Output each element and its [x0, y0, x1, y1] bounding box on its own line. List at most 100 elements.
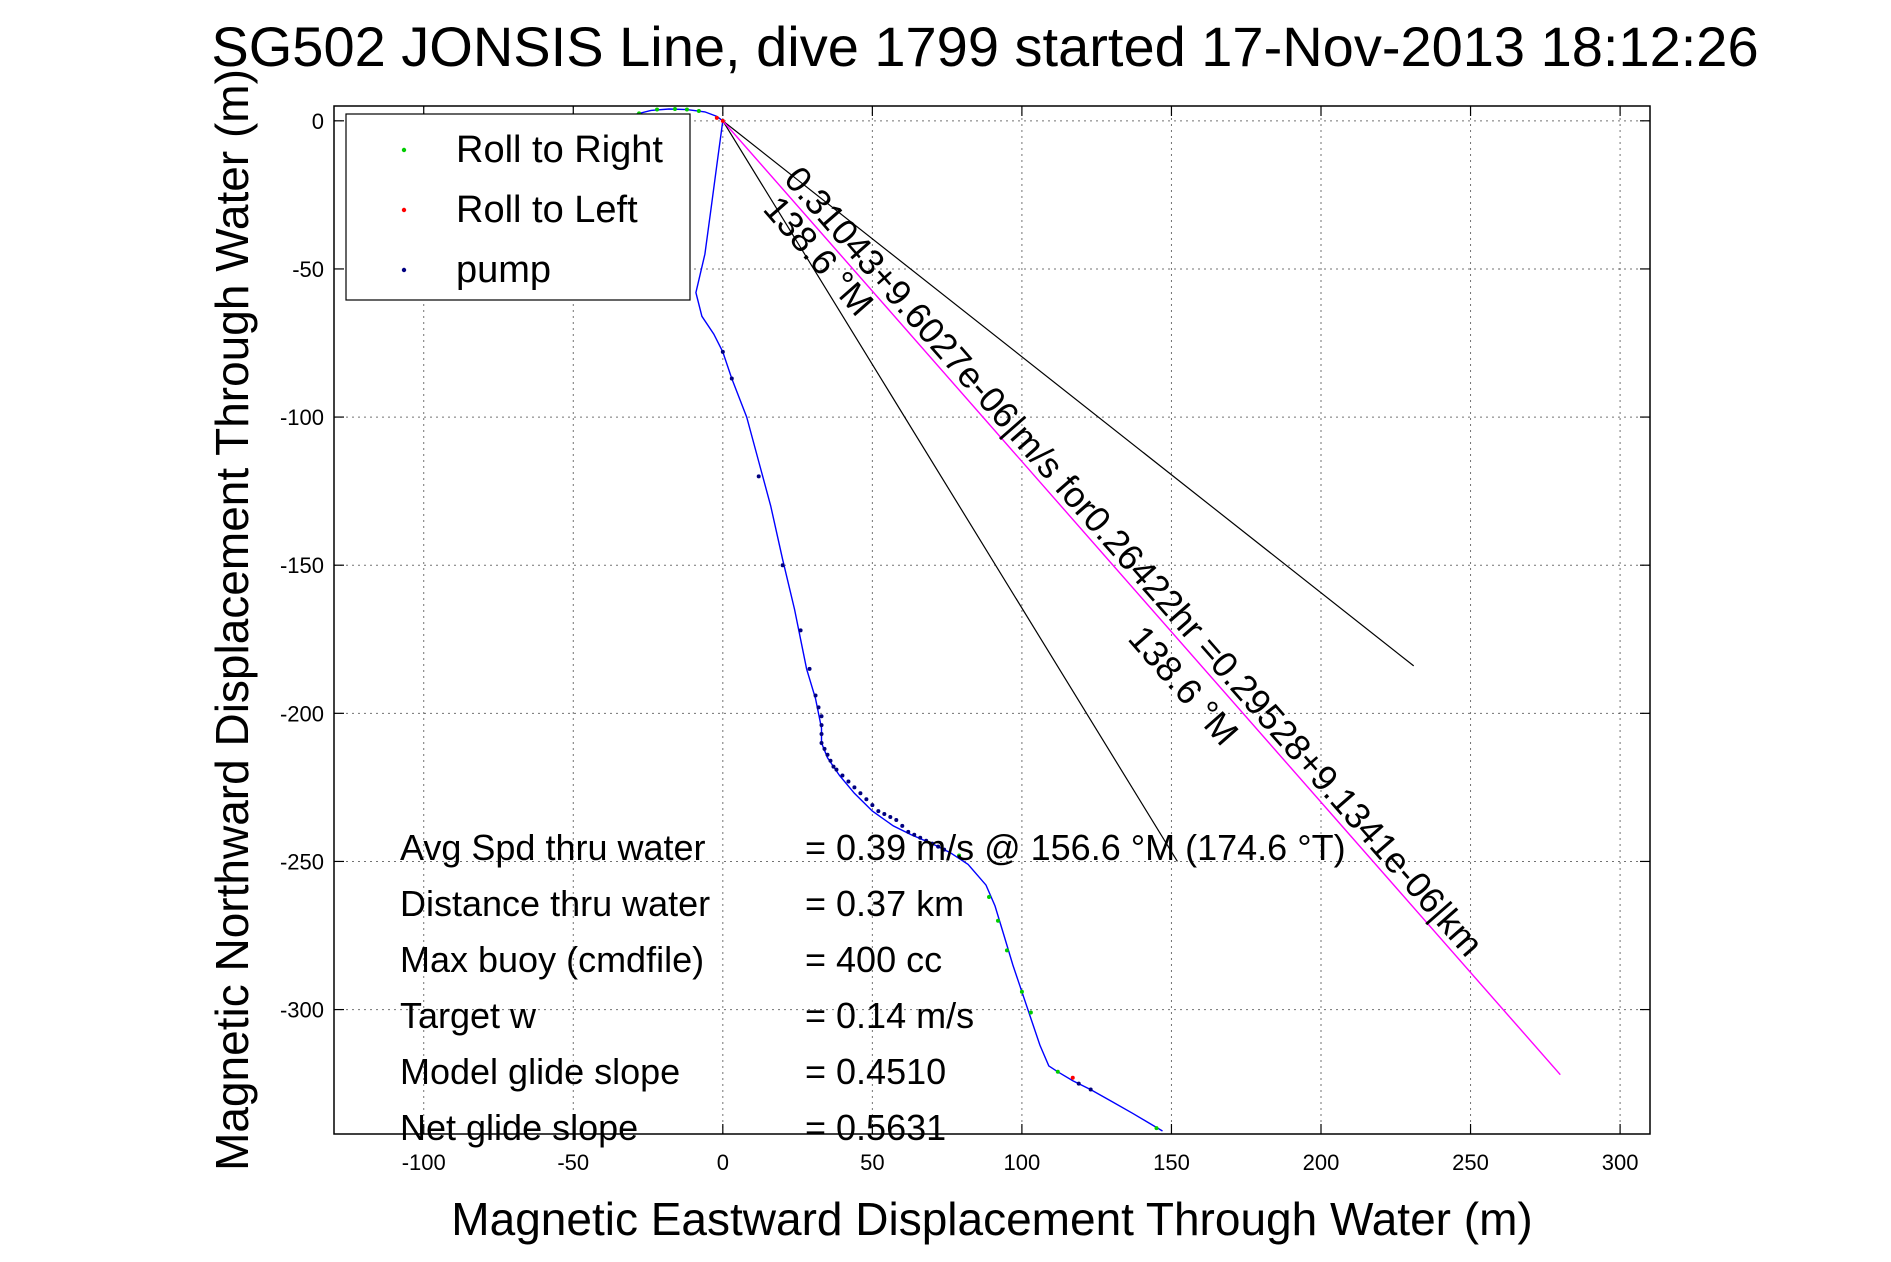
track-line [614, 108, 1163, 1132]
pump-marker [846, 779, 851, 784]
x-tick-label: 100 [1004, 1150, 1041, 1175]
roll-right-marker [672, 106, 677, 111]
pump-marker [840, 773, 845, 778]
x-tick-label: 50 [860, 1150, 884, 1175]
pump-marker [828, 758, 833, 763]
roll-left-marker [720, 118, 725, 123]
pump-marker [930, 841, 935, 846]
roll-right-marker [684, 107, 689, 112]
pump-marker [1088, 1087, 1093, 1092]
legend: Roll to Right Roll to Left pump [345, 113, 691, 301]
roll-right-marker [696, 109, 701, 114]
pump-marker [870, 803, 875, 808]
stat-value: = 0.5631 [805, 1107, 946, 1148]
stat-value: = 0.39 m/s @ 156.6 °M (174.6 °T) [805, 827, 1346, 868]
stat-label: Avg Spd thru water [400, 827, 706, 868]
pump-marker [1076, 1081, 1081, 1086]
axis-ticks: -100 -50 0 50 100 150 200 250 300 0 -50 -100 -150 -20… [280, 106, 1650, 1175]
roll-right-marker [1055, 1069, 1060, 1074]
y-tick-label: -50 [292, 257, 324, 282]
legend-marker [401, 207, 407, 213]
pump-marker [918, 835, 923, 840]
legend-marker [401, 267, 407, 273]
roll-right-marker [995, 918, 1000, 923]
stat-label: Target w [400, 995, 537, 1036]
pump-marker [720, 349, 725, 354]
roll-left-marker [1070, 1075, 1075, 1080]
legend-label: Roll to Right [456, 129, 663, 171]
pump-marker [864, 797, 869, 802]
legend-marker [401, 147, 407, 153]
pump-marker [816, 705, 821, 710]
pump-marker [858, 791, 863, 796]
pump-marker [819, 714, 824, 719]
pump-marker [819, 723, 824, 728]
legend-label: Roll to Left [456, 189, 638, 231]
x-tick-label: 150 [1153, 1150, 1190, 1175]
roll-right-marker [1004, 948, 1009, 953]
x-tick-label: -100 [402, 1150, 446, 1175]
y-tick-label: 0 [312, 109, 324, 134]
y-tick-label: -250 [280, 849, 324, 874]
stats-panel: Avg Spd thru water = 0.39 m/s @ 156.6 °M … [400, 827, 1346, 1148]
pump-marker [882, 812, 887, 817]
axes-box [333, 105, 1651, 1135]
pump-marker [888, 815, 893, 820]
stat-value: = 0.14 m/s [805, 995, 974, 1036]
pump-marker [807, 666, 812, 671]
current-vector-line [722, 120, 1561, 1076]
y-tick-label: -200 [280, 701, 324, 726]
heading-line-b [722, 120, 1178, 862]
x-tick-label: 250 [1452, 1150, 1489, 1175]
stat-label: Distance thru water [400, 883, 710, 924]
y-tick-label: -150 [280, 553, 324, 578]
stat-value: = 0.4510 [805, 1051, 946, 1092]
pump-marker [831, 764, 836, 769]
pump-marker [924, 838, 929, 843]
pump-marker [729, 376, 734, 381]
pump-marker [906, 829, 911, 834]
stat-label: Model glide slope [400, 1051, 680, 1092]
x-tick-label: 0 [717, 1150, 729, 1175]
pump-marker [894, 817, 899, 822]
pump-marker [756, 474, 761, 479]
pump-marker [936, 844, 941, 849]
pump-marker [813, 693, 818, 698]
y-tick-label: -100 [280, 405, 324, 430]
stat-value: = 400 cc [805, 939, 942, 980]
pump-marker [900, 823, 905, 828]
pump-marker [822, 746, 827, 751]
x-tick-label: 300 [1602, 1150, 1639, 1175]
x-axis-label: Magnetic Eastward Displacement Through W… [451, 1193, 1532, 1245]
roll-right-marker [1028, 1010, 1033, 1015]
pump-marker [780, 563, 785, 568]
roll-right-marker [655, 107, 660, 112]
heading-line-a [722, 120, 1415, 667]
chart-title: SG502 JONSIS Line, dive 1799 started 17-… [211, 15, 1758, 78]
pump-marker [876, 809, 881, 814]
stat-value: = 0.37 km [805, 883, 964, 924]
stat-label: Max buoy (cmdfile) [400, 939, 704, 980]
pump-marker [942, 847, 947, 852]
pump-marker [819, 740, 824, 745]
x-tick-label: 200 [1303, 1150, 1340, 1175]
pump-marker [852, 785, 857, 790]
roll-right-marker [987, 894, 992, 899]
roll-left-marker [714, 115, 719, 120]
legend-label: pump [456, 249, 551, 291]
plot-area [614, 106, 1561, 1132]
roll-right-marker [1154, 1126, 1159, 1131]
pump-marker [912, 832, 917, 837]
stat-label: Net glide slope [400, 1107, 638, 1148]
roll-right-marker [1019, 989, 1024, 994]
pump-marker [825, 752, 830, 757]
y-axis-label: Magnetic Northward Displacement Through … [206, 69, 258, 1171]
roll-right-marker [957, 853, 962, 858]
x-tick-label: -50 [557, 1150, 589, 1175]
y-tick-label: -300 [280, 998, 324, 1023]
pump-marker [834, 767, 839, 772]
pump-marker [819, 732, 824, 737]
pump-marker [798, 628, 803, 633]
